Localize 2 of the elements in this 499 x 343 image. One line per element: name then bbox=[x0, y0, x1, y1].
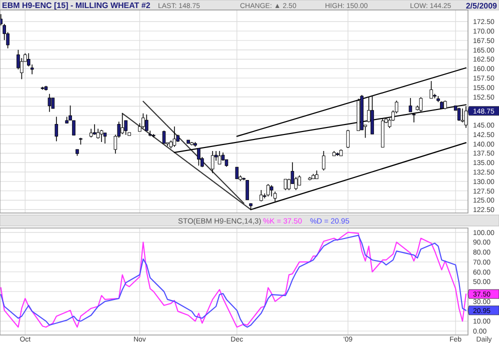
annotation: 2/5/2009 bbox=[466, 2, 498, 10]
chart-title: EBM H9-ENC [15] - MILLING WHEAT #2 bbox=[2, 1, 151, 10]
